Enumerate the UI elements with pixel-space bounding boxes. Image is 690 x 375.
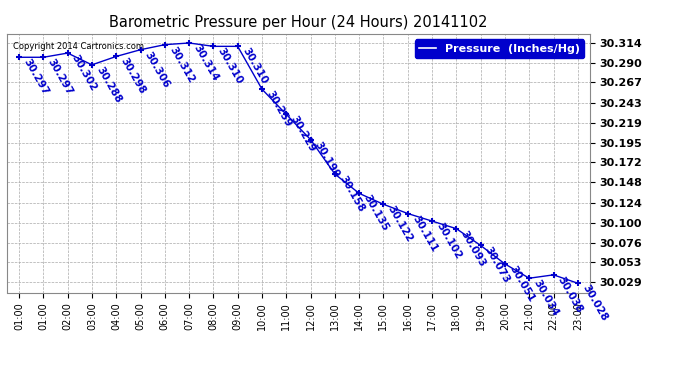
- Text: 30.302: 30.302: [70, 53, 99, 93]
- Title: Barometric Pressure per Hour (24 Hours) 20141102: Barometric Pressure per Hour (24 Hours) …: [109, 15, 488, 30]
- Text: 30.038: 30.038: [556, 275, 584, 315]
- Text: 30.310: 30.310: [240, 46, 269, 86]
- Text: 30.306: 30.306: [143, 50, 172, 90]
- Text: 30.135: 30.135: [362, 194, 391, 233]
- Text: 30.073: 30.073: [483, 246, 512, 285]
- Text: 30.297: 30.297: [46, 57, 75, 97]
- Text: 30.102: 30.102: [435, 221, 463, 261]
- Text: 30.312: 30.312: [167, 45, 196, 84]
- Text: 30.034: 30.034: [531, 278, 560, 318]
- Legend: Pressure  (Inches/Hg): Pressure (Inches/Hg): [415, 39, 584, 58]
- Text: 30.259: 30.259: [264, 89, 293, 129]
- Text: 30.314: 30.314: [192, 43, 220, 83]
- Text: 30.158: 30.158: [337, 174, 366, 214]
- Text: 30.288: 30.288: [95, 65, 123, 105]
- Text: 30.093: 30.093: [459, 229, 488, 268]
- Text: 30.051: 30.051: [507, 264, 536, 304]
- Text: 30.111: 30.111: [410, 213, 439, 254]
- Text: 30.199: 30.199: [313, 140, 342, 179]
- Text: 30.028: 30.028: [580, 283, 609, 323]
- Text: 30.297: 30.297: [21, 57, 50, 97]
- Text: 30.122: 30.122: [386, 204, 415, 244]
- Text: 30.310: 30.310: [216, 46, 245, 86]
- Text: Copyright 2014 Cartronics.com: Copyright 2014 Cartronics.com: [12, 42, 144, 51]
- Text: 30.298: 30.298: [119, 56, 148, 96]
- Text: 30.229: 30.229: [288, 114, 317, 154]
